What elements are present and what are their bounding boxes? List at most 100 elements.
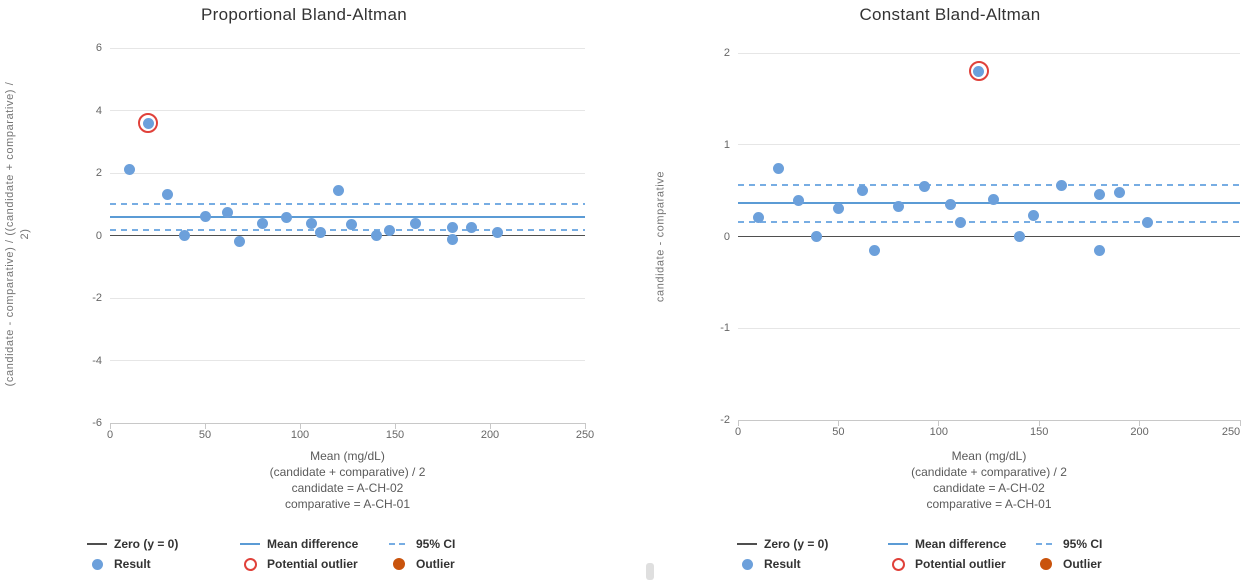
result-point[interactable] [752, 211, 764, 223]
result-point[interactable] [123, 164, 135, 176]
result-point[interactable] [1093, 188, 1105, 200]
zero-line [738, 235, 1240, 238]
scrollbar-thumb[interactable] [646, 563, 654, 580]
result-point[interactable] [446, 234, 458, 246]
legend-item-outlier[interactable]: Outlier [1036, 556, 1102, 572]
result-point[interactable] [1093, 244, 1105, 256]
mean-line-icon [240, 543, 260, 545]
legend-item-mean-difference[interactable]: Mean difference [240, 536, 358, 552]
result-point[interactable] [222, 206, 234, 218]
legend-item-potential-outlier[interactable]: Potential outlier [240, 556, 358, 572]
result-point[interactable] [370, 230, 382, 241]
y-tick-label: 1 [723, 138, 730, 151]
result-point[interactable] [869, 244, 881, 256]
legend-label: Outlier [1063, 557, 1102, 571]
potential-outlier-ring [138, 113, 158, 133]
result-point[interactable] [233, 236, 245, 248]
result-point[interactable] [345, 219, 357, 231]
result-point[interactable] [410, 217, 422, 229]
result-point[interactable] [987, 194, 999, 206]
constant-bland-altman-chart: Constant Bland-Altman 2 1 0 -1 -2 0 50 100 150 20… [624, 0, 1248, 580]
legend-item-outlier[interactable]: Outlier [389, 556, 455, 572]
legend-item-95-ci[interactable]: 95% CI [1036, 536, 1102, 552]
outlier-dot-icon [1036, 558, 1056, 570]
legend-item-potential-outlier[interactable]: Potential outlier [888, 556, 1006, 572]
y-tick-label: 2 [723, 47, 730, 59]
x-axis-title-line: candidate = A-CH-02 [291, 481, 404, 495]
result-point[interactable] [465, 222, 477, 234]
result-point[interactable] [332, 184, 344, 196]
legend-label: Zero (y = 0) [114, 537, 179, 551]
result-point[interactable] [945, 198, 957, 210]
outlier-dot-icon [389, 558, 409, 570]
result-point[interactable] [893, 200, 905, 212]
gridline [110, 172, 585, 174]
result-point[interactable] [856, 185, 868, 197]
legend-item-95-ci[interactable]: 95% CI [389, 536, 455, 552]
gridline [738, 327, 1240, 329]
result-point[interactable] [383, 224, 395, 236]
ci-upper-line [110, 203, 585, 206]
x-tick-label: 0 [106, 429, 114, 441]
gridline [738, 52, 1240, 54]
mean-difference-line [110, 215, 585, 218]
gridline [110, 47, 585, 49]
legend-label: Result [764, 557, 801, 571]
x-axis-tick [109, 424, 111, 429]
chart-title: Constant Bland-Altman [859, 5, 1041, 24]
x-tick-label: 100 [290, 429, 310, 441]
potential-outlier-ring-icon [240, 557, 260, 571]
result-point[interactable] [1055, 179, 1067, 191]
x-axis-title: Mean (mg/dL) (candidate + comparative) / … [738, 448, 1240, 512]
x-tick-label: 200 [1130, 426, 1149, 438]
potential-outlier-ring [968, 61, 989, 82]
legend-item-result[interactable]: Result [87, 556, 151, 572]
mean-line-icon [888, 543, 908, 545]
legend-label: Mean difference [267, 537, 359, 551]
result-point[interactable] [492, 226, 504, 238]
x-tick-label: 100 [929, 426, 948, 438]
gridline [738, 144, 1240, 146]
legend-item-zero-y-0[interactable]: Zero (y = 0) [87, 536, 178, 552]
y-tick-label: -2 [720, 414, 730, 426]
ci-lower-line [738, 220, 1240, 223]
x-axis-tick [394, 424, 396, 429]
result-point[interactable] [446, 221, 458, 233]
x-tick-label: 0 [734, 426, 742, 438]
result-point[interactable] [315, 226, 327, 238]
result-point[interactable] [792, 195, 804, 207]
result-point[interactable] [161, 189, 173, 201]
result-point[interactable] [832, 203, 844, 215]
result-point[interactable] [919, 180, 931, 192]
legend-item-zero-y-0[interactable]: Zero (y = 0) [737, 536, 828, 552]
x-axis-tick [204, 424, 206, 429]
y-tick-label: -1 [720, 322, 730, 335]
y-axis-title: (candidate - comparative) / ((candidate … [3, 19, 33, 449]
zero-line [110, 234, 585, 237]
gridline [110, 297, 585, 299]
legend-label: Mean difference [915, 537, 1007, 551]
result-point[interactable] [1027, 209, 1039, 221]
y-tick-label: 0 [723, 230, 730, 243]
result-point[interactable] [955, 217, 967, 229]
ci-lower-line [110, 228, 585, 231]
legend-item-result[interactable]: Result [737, 556, 801, 572]
result-point[interactable] [1114, 186, 1126, 198]
result-point[interactable] [281, 212, 293, 224]
result-point[interactable] [178, 230, 190, 241]
x-tick-label: 200 [480, 429, 500, 441]
y-tick-label: -2 [92, 292, 102, 304]
x-axis-title: Mean (mg/dL) (candidate + comparative) / … [110, 448, 585, 512]
result-point[interactable] [305, 218, 317, 230]
y-tick-label: 0 [95, 229, 102, 242]
result-point[interactable] [1142, 217, 1154, 229]
result-point[interactable] [1013, 231, 1025, 242]
result-point[interactable] [772, 163, 784, 175]
result-point[interactable] [810, 231, 822, 242]
x-axis-tick [489, 424, 491, 429]
result-point[interactable] [256, 217, 268, 229]
result-point[interactable] [199, 211, 211, 223]
legend-item-mean-difference[interactable]: Mean difference [888, 536, 1006, 552]
x-axis-title-line: Mean (mg/dL) [951, 449, 1027, 463]
